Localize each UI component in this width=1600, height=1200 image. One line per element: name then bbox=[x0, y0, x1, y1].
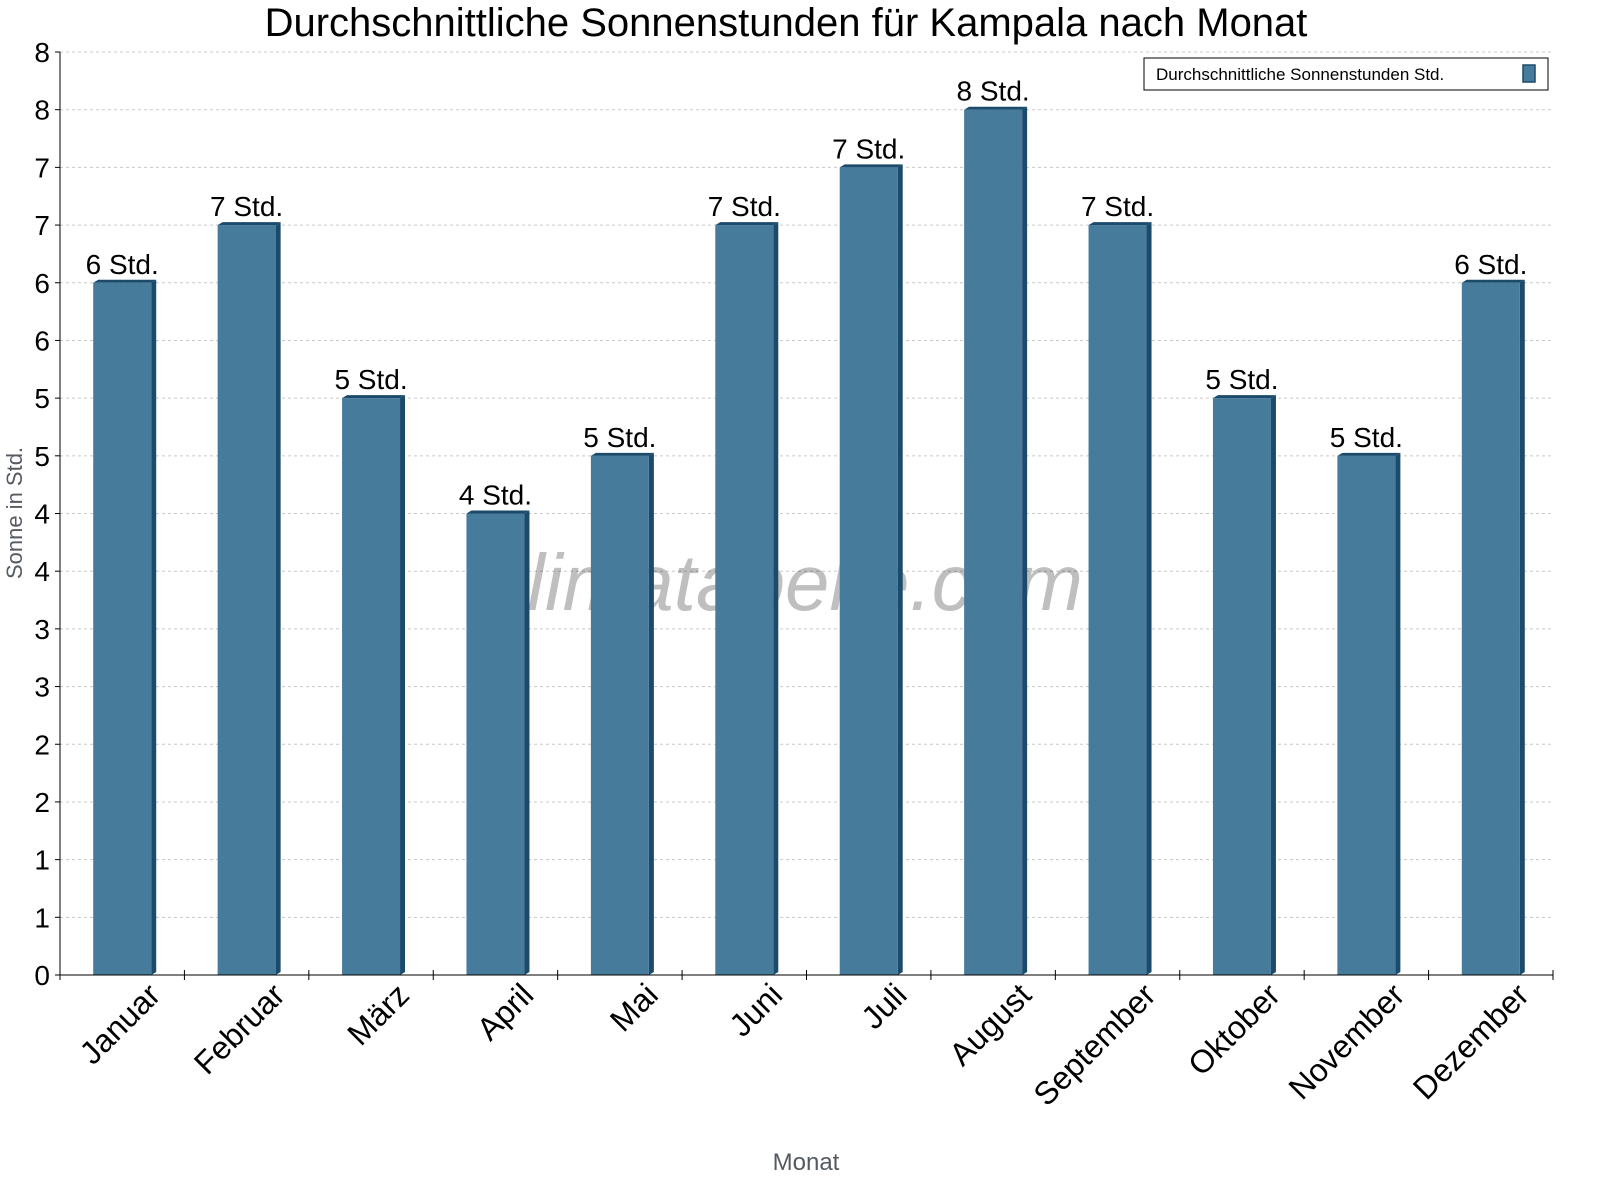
bar-side bbox=[151, 279, 157, 975]
y-tick-label: 5 bbox=[34, 441, 50, 472]
y-tick-label: 8 bbox=[34, 37, 50, 68]
bar bbox=[839, 167, 898, 975]
bar bbox=[93, 282, 152, 975]
y-tick-label: 5 bbox=[34, 383, 50, 414]
bars: 6 Std. 7 Std. 5 Std. 4 Std. 5 Std. 7 Std. 7 St… bbox=[86, 76, 1527, 975]
data-label: 5 Std. bbox=[1330, 422, 1403, 453]
bar bbox=[1337, 455, 1396, 975]
y-tick-label: 6 bbox=[34, 268, 50, 299]
bar-side bbox=[1519, 279, 1525, 975]
bar bbox=[217, 225, 276, 975]
bar bbox=[342, 398, 401, 975]
y-tick-label: 2 bbox=[34, 729, 50, 760]
data-label: 7 Std. bbox=[708, 191, 781, 222]
bar-side bbox=[897, 164, 903, 975]
x-tick-label: Februar bbox=[187, 976, 292, 1081]
bar-side bbox=[1022, 106, 1028, 975]
y-tick-label: 3 bbox=[34, 614, 50, 645]
y-tick-label: 7 bbox=[34, 210, 50, 241]
bar-top bbox=[715, 222, 779, 226]
bar-top bbox=[342, 395, 406, 399]
x-tick-label: Juni bbox=[722, 976, 789, 1043]
data-label: 5 Std. bbox=[583, 422, 656, 453]
data-label: 7 Std. bbox=[210, 191, 283, 222]
y-tick-label: 7 bbox=[34, 152, 50, 183]
bar-top bbox=[217, 222, 281, 226]
bar-top bbox=[93, 279, 157, 283]
legend-label: Durchschnittliche Sonnenstunden Std. bbox=[1156, 65, 1444, 84]
data-label: 7 Std. bbox=[1081, 191, 1154, 222]
x-tick-label: Dezember bbox=[1406, 976, 1536, 1106]
bar bbox=[1088, 225, 1147, 975]
chart-title: Durchschnittliche Sonnenstunden für Kamp… bbox=[265, 1, 1308, 45]
x-tick-label: September bbox=[1026, 976, 1162, 1112]
data-label: 7 Std. bbox=[832, 133, 905, 164]
gridlines bbox=[60, 51, 1553, 918]
y-tick-label: 0 bbox=[34, 960, 50, 991]
bar-side bbox=[524, 510, 530, 975]
bar bbox=[590, 455, 649, 975]
x-tick-label: Mai bbox=[603, 976, 665, 1038]
bar-top bbox=[466, 510, 530, 514]
x-tick-label: April bbox=[470, 976, 541, 1047]
x-tick-label: März bbox=[340, 976, 416, 1052]
legend-swatch bbox=[1522, 64, 1536, 83]
bar-top bbox=[964, 106, 1028, 110]
y-tick-label: 1 bbox=[34, 902, 50, 933]
y-tick-label: 8 bbox=[34, 95, 50, 126]
bar-top bbox=[1088, 222, 1152, 226]
bar bbox=[715, 225, 774, 975]
x-axis-title: Monat bbox=[773, 1149, 840, 1176]
y-tick-label: 1 bbox=[34, 845, 50, 876]
y-tick-label: 4 bbox=[34, 499, 50, 530]
data-label: 5 Std. bbox=[1205, 364, 1278, 395]
bar-top bbox=[1461, 279, 1525, 283]
y-tick-label: 2 bbox=[34, 787, 50, 818]
bar-side bbox=[1395, 452, 1401, 975]
bar-side bbox=[1270, 395, 1276, 975]
bar-side bbox=[400, 395, 406, 975]
bar-side bbox=[773, 222, 779, 975]
legend[interactable]: Durchschnittliche Sonnenstunden Std. bbox=[1143, 57, 1549, 91]
y-tick-label: 6 bbox=[34, 325, 50, 356]
data-label: 5 Std. bbox=[334, 364, 407, 395]
y-tick-label: 4 bbox=[34, 556, 50, 587]
data-label: 8 Std. bbox=[957, 76, 1030, 107]
bar-top bbox=[839, 164, 903, 168]
y-axis-title: Sonne in Std. bbox=[2, 447, 27, 579]
bar-top bbox=[1212, 395, 1276, 399]
x-tick-label: Januar bbox=[73, 976, 168, 1071]
bar bbox=[964, 109, 1023, 975]
x-tick-label: November bbox=[1281, 976, 1411, 1106]
x-tick-label: August bbox=[942, 976, 1038, 1072]
data-label: 4 Std. bbox=[459, 480, 532, 511]
bar-top bbox=[1337, 452, 1401, 456]
x-tick-label: Oktober bbox=[1181, 976, 1287, 1082]
bar-top bbox=[590, 452, 654, 456]
bar-side bbox=[1146, 222, 1152, 975]
bar-side bbox=[275, 222, 281, 975]
bar bbox=[1461, 282, 1520, 975]
bar bbox=[466, 513, 525, 975]
data-label: 6 Std. bbox=[86, 249, 159, 280]
x-tick-label: Juli bbox=[854, 976, 913, 1035]
bar bbox=[1212, 398, 1271, 975]
y-tick-label: 3 bbox=[34, 672, 50, 703]
bar-side bbox=[648, 452, 654, 975]
data-label: 6 Std. bbox=[1454, 249, 1527, 280]
